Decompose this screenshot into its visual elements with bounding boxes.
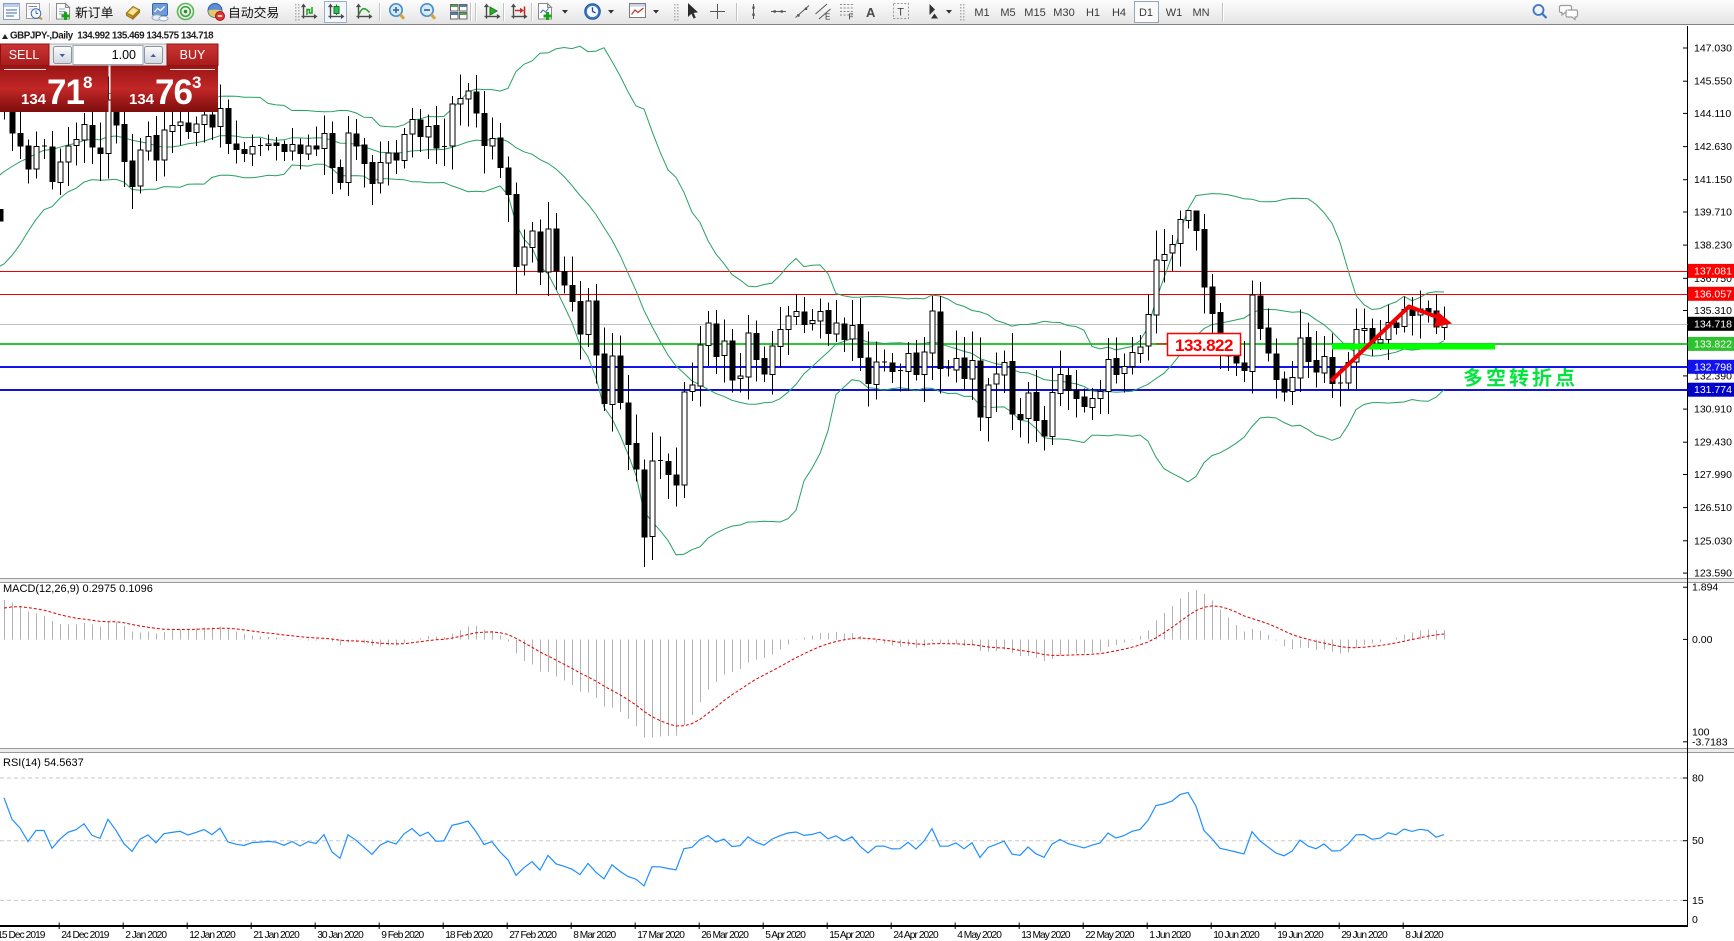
svg-text:M5: M5 xyxy=(1000,7,1015,19)
svg-text:3: 3 xyxy=(192,73,201,92)
svg-text:135.310: 135.310 xyxy=(1694,305,1732,317)
svg-text:139.710: 139.710 xyxy=(1694,207,1732,219)
svg-text:-3.7183: -3.7183 xyxy=(1692,736,1728,748)
svg-text:27 Feb 2020: 27 Feb 2020 xyxy=(509,930,557,941)
svg-text:131.774: 131.774 xyxy=(1694,384,1732,396)
svg-text:21 Jan 2020: 21 Jan 2020 xyxy=(253,930,300,941)
svg-text:29 Jun 2020: 29 Jun 2020 xyxy=(1341,930,1388,941)
svg-text:50: 50 xyxy=(1692,835,1704,847)
svg-text:126.510: 126.510 xyxy=(1694,502,1732,514)
svg-text:15 Dec 2019: 15 Dec 2019 xyxy=(0,930,46,941)
svg-text:E: E xyxy=(825,13,830,22)
svg-text:142.630: 142.630 xyxy=(1694,141,1732,153)
svg-text:SELL: SELL xyxy=(9,48,40,62)
svg-text:133.822: 133.822 xyxy=(1694,338,1732,350)
svg-text:M1: M1 xyxy=(974,7,989,19)
svg-text:144.110: 144.110 xyxy=(1694,108,1731,120)
svg-text:125.030: 125.030 xyxy=(1694,535,1732,547)
svg-text:141.150: 141.150 xyxy=(1694,174,1732,186)
svg-text:0: 0 xyxy=(1692,914,1698,926)
svg-text:127.990: 127.990 xyxy=(1694,469,1732,481)
svg-text:H1: H1 xyxy=(1086,7,1100,19)
svg-text:MACD(12,26,9) 0.2975 0.1096: MACD(12,26,9) 0.2975 0.1096 xyxy=(3,583,153,595)
svg-text:15: 15 xyxy=(1692,895,1704,907)
svg-text:100: 100 xyxy=(1692,727,1710,739)
svg-text:13 May 2020: 13 May 2020 xyxy=(1021,930,1071,941)
svg-text:24 Apr 2020: 24 Apr 2020 xyxy=(893,930,939,941)
svg-text:12 Jan 2020: 12 Jan 2020 xyxy=(189,930,236,941)
svg-text:M30: M30 xyxy=(1053,7,1074,19)
svg-text:76: 76 xyxy=(155,73,192,112)
svg-text:138.230: 138.230 xyxy=(1694,240,1732,252)
svg-text:19 Jun 2020: 19 Jun 2020 xyxy=(1277,930,1324,941)
svg-text:F: F xyxy=(849,13,854,22)
svg-text:130.910: 130.910 xyxy=(1694,404,1732,416)
svg-text:9 Feb 2020: 9 Feb 2020 xyxy=(381,930,424,941)
svg-text:RSI(14) 54.5637: RSI(14) 54.5637 xyxy=(3,757,84,769)
svg-text:5 Apr 2020: 5 Apr 2020 xyxy=(765,930,806,941)
svg-text:22 May 2020: 22 May 2020 xyxy=(1085,930,1135,941)
svg-text:1 Jun 2020: 1 Jun 2020 xyxy=(1149,930,1191,941)
svg-text:133.822: 133.822 xyxy=(1175,336,1233,355)
svg-text:M15: M15 xyxy=(1024,7,1045,19)
svg-text:132.798: 132.798 xyxy=(1694,361,1732,373)
svg-text:A: A xyxy=(866,5,876,20)
svg-text:136.057: 136.057 xyxy=(1694,288,1732,300)
svg-text:134.718: 134.718 xyxy=(1694,318,1732,330)
svg-text:1.894: 1.894 xyxy=(1692,582,1718,594)
svg-text:8 Jul 2020: 8 Jul 2020 xyxy=(1405,930,1444,941)
svg-text:MN: MN xyxy=(1192,7,1209,19)
svg-text:137.081: 137.081 xyxy=(1694,265,1732,277)
svg-text:2 Jan 2020: 2 Jan 2020 xyxy=(125,930,167,941)
svg-text:1.00: 1.00 xyxy=(112,48,136,62)
svg-text:4 May 2020: 4 May 2020 xyxy=(957,930,1002,941)
svg-text:134: 134 xyxy=(129,91,155,108)
svg-text:26 Mar 2020: 26 Mar 2020 xyxy=(701,930,749,941)
svg-text:15 Apr 2020: 15 Apr 2020 xyxy=(829,930,875,941)
svg-text:30 Jan 2020: 30 Jan 2020 xyxy=(317,930,364,941)
svg-text:GBPJPY-,Daily 134.992 135.469: GBPJPY-,Daily 134.992 135.469 134.575 13… xyxy=(10,31,214,42)
svg-text:18 Feb 2020: 18 Feb 2020 xyxy=(445,930,493,941)
svg-text:123.590: 123.590 xyxy=(1694,568,1732,580)
svg-text:D1: D1 xyxy=(1139,7,1153,19)
svg-text:10 Jun 2020: 10 Jun 2020 xyxy=(1213,930,1260,941)
svg-text:129.430: 129.430 xyxy=(1694,437,1732,449)
svg-text:W1: W1 xyxy=(1166,7,1183,19)
svg-text:71: 71 xyxy=(47,73,84,112)
svg-text:0.00: 0.00 xyxy=(1692,634,1713,646)
svg-text:147.030: 147.030 xyxy=(1694,43,1732,55)
svg-text:H4: H4 xyxy=(1112,7,1126,19)
svg-text:24 Dec 2019: 24 Dec 2019 xyxy=(61,930,110,941)
svg-text:17 Mar 2020: 17 Mar 2020 xyxy=(637,930,685,941)
svg-text:145.550: 145.550 xyxy=(1694,76,1732,88)
svg-text:134: 134 xyxy=(21,91,47,108)
svg-text:T: T xyxy=(897,7,904,19)
svg-text:BUY: BUY xyxy=(180,48,206,62)
svg-text:80: 80 xyxy=(1692,773,1704,785)
svg-text:8: 8 xyxy=(83,73,92,92)
svg-text:8 Mar 2020: 8 Mar 2020 xyxy=(573,930,616,941)
